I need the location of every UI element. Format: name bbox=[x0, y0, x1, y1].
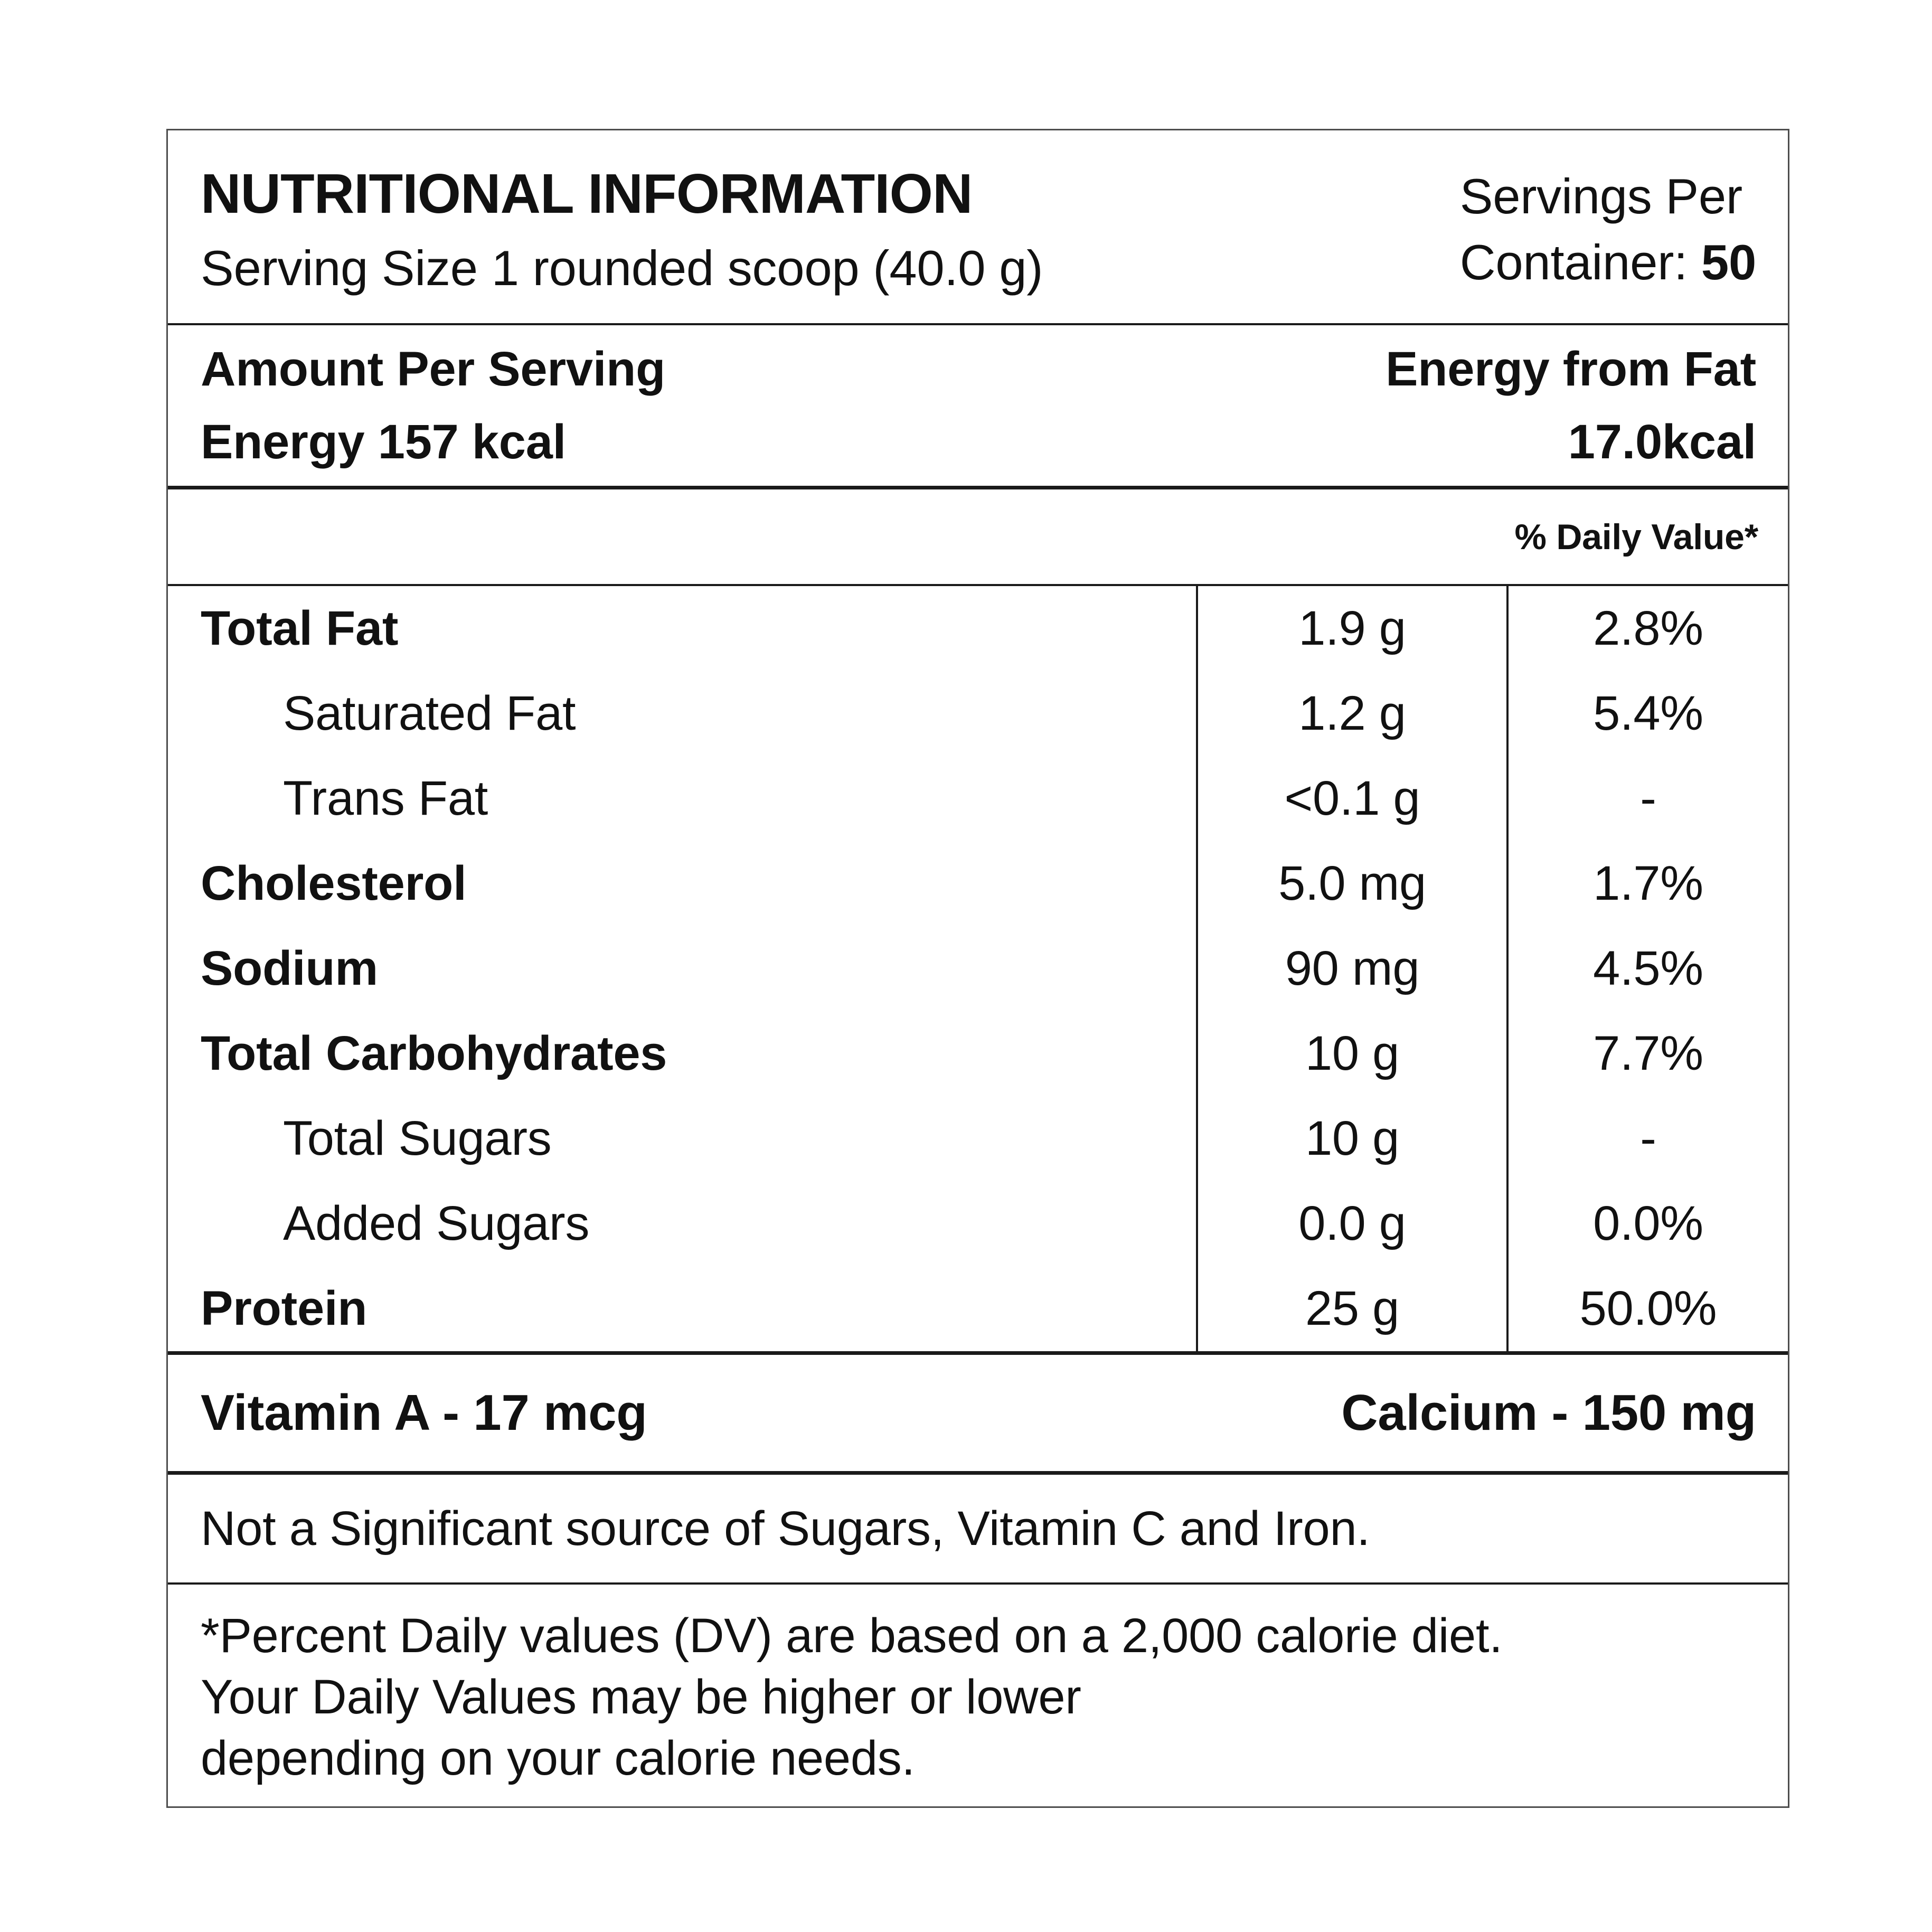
nutrient-amount: 90 mg bbox=[1196, 926, 1509, 1011]
nutrient-name: Added Sugars bbox=[283, 1196, 590, 1250]
footnote-section: *Percent Daily values (DV) are based on … bbox=[168, 1585, 1788, 1806]
table-row: Total Carbohydrates 10 g 7.7% bbox=[168, 1011, 1788, 1096]
table-row: Protein 25 g 50.0% bbox=[168, 1266, 1788, 1351]
energy-section: Amount Per Serving Energy 157 kcal Energ… bbox=[168, 325, 1788, 489]
servings-line1: Servings Per bbox=[1459, 168, 1742, 224]
nutrient-amount: 0.0 g bbox=[1196, 1181, 1509, 1266]
energy-left-block: Amount Per Serving Energy 157 kcal bbox=[201, 333, 665, 478]
nutrient-daily-value: - bbox=[1640, 771, 1656, 825]
energy-from-fat-block: Energy from Fat 17.0kcal bbox=[1386, 333, 1756, 478]
nutrient-name: Sodium bbox=[201, 941, 378, 995]
nutrient-daily-value: 4.5% bbox=[1593, 941, 1703, 995]
footnote-line: *Percent Daily values (DV) are based on … bbox=[201, 1609, 1503, 1663]
footnote-line: Your Daily Values may be higher or lower bbox=[201, 1670, 1081, 1724]
nutrient-daily-value: 5.4% bbox=[1593, 686, 1703, 740]
nutrient-daily-value: - bbox=[1640, 1111, 1656, 1165]
nutrient-amount: 25 g bbox=[1196, 1266, 1509, 1351]
footnote-line: depending on your calorie needs. bbox=[201, 1731, 915, 1785]
micronutrients-section: Vitamin A - 17 mcg Calcium - 150 mg bbox=[168, 1355, 1788, 1475]
nutrient-daily-value: 50.0% bbox=[1579, 1281, 1717, 1335]
disclaimer-text: Not a Significant source of Sugars, Vita… bbox=[201, 1501, 1370, 1556]
servings-line2: Container: 50 bbox=[1460, 230, 1756, 295]
calcium-value: Calcium - 150 mg bbox=[1341, 1384, 1756, 1441]
table-row: Total Sugars 10 g - bbox=[168, 1096, 1788, 1181]
nutrient-amount: 5.0 mg bbox=[1196, 841, 1509, 926]
header-left: NUTRITIONAL INFORMATION Serving Size 1 r… bbox=[201, 162, 1043, 297]
nutrient-amount: 10 g bbox=[1196, 1096, 1509, 1181]
table-row: Sodium 90 mg 4.5% bbox=[168, 926, 1788, 1011]
daily-value-header-section: % Daily Value* bbox=[168, 489, 1788, 586]
nutrient-name: Total Fat bbox=[201, 601, 399, 655]
nutrient-name: Total Carbohydrates bbox=[201, 1026, 667, 1080]
servings-count: 50 bbox=[1701, 234, 1756, 290]
nutrition-label: NUTRITIONAL INFORMATION Serving Size 1 r… bbox=[166, 129, 1789, 1808]
nutrient-name: Trans Fat bbox=[283, 771, 488, 825]
table-row: Trans Fat <0.1 g - bbox=[168, 756, 1788, 841]
serving-size: Serving Size 1 rounded scoop (40.0 g) bbox=[201, 240, 1043, 296]
table-row: Total Fat 1.9 g 2.8% bbox=[168, 586, 1788, 671]
nutrient-name: Total Sugars bbox=[283, 1111, 552, 1165]
nutrient-amount: 1.2 g bbox=[1196, 671, 1509, 756]
daily-value-header: % Daily Value* bbox=[1514, 516, 1758, 557]
amount-per-serving: Amount Per Serving bbox=[201, 342, 666, 396]
energy-from-fat-value: 17.0kcal bbox=[1568, 415, 1756, 469]
nutrients-table: Total Fat 1.9 g 2.8% Saturated Fat 1.2 g… bbox=[168, 586, 1788, 1355]
nutrient-amount: 1.9 g bbox=[1196, 586, 1509, 671]
vitamin-a-value: Vitamin A - 17 mcg bbox=[201, 1384, 647, 1441]
table-row: Saturated Fat 1.2 g 5.4% bbox=[168, 671, 1788, 756]
servings-per-container: Servings Per Container: 50 bbox=[1460, 164, 1756, 295]
nutrient-daily-value: 7.7% bbox=[1593, 1026, 1703, 1080]
disclaimer-section: Not a Significant source of Sugars, Vita… bbox=[168, 1475, 1788, 1585]
energy-from-fat-label: Energy from Fat bbox=[1386, 342, 1756, 396]
energy-value: Energy 157 kcal bbox=[201, 415, 566, 469]
servings-line2-prefix: Container: bbox=[1459, 234, 1701, 290]
nutrient-name: Cholesterol bbox=[201, 856, 467, 910]
nutrient-name: Saturated Fat bbox=[283, 686, 576, 740]
nutrient-daily-value: 0.0% bbox=[1593, 1196, 1703, 1250]
nutrient-amount: 10 g bbox=[1196, 1011, 1509, 1096]
table-row: Cholesterol 5.0 mg 1.7% bbox=[168, 841, 1788, 926]
header-section: NUTRITIONAL INFORMATION Serving Size 1 r… bbox=[168, 130, 1788, 325]
nutrient-amount: <0.1 g bbox=[1196, 756, 1509, 841]
label-title: NUTRITIONAL INFORMATION bbox=[201, 163, 973, 225]
nutrient-daily-value: 2.8% bbox=[1593, 601, 1703, 655]
table-row: Added Sugars 0.0 g 0.0% bbox=[168, 1181, 1788, 1266]
nutrient-name: Protein bbox=[201, 1281, 367, 1335]
nutrient-daily-value: 1.7% bbox=[1593, 856, 1703, 910]
